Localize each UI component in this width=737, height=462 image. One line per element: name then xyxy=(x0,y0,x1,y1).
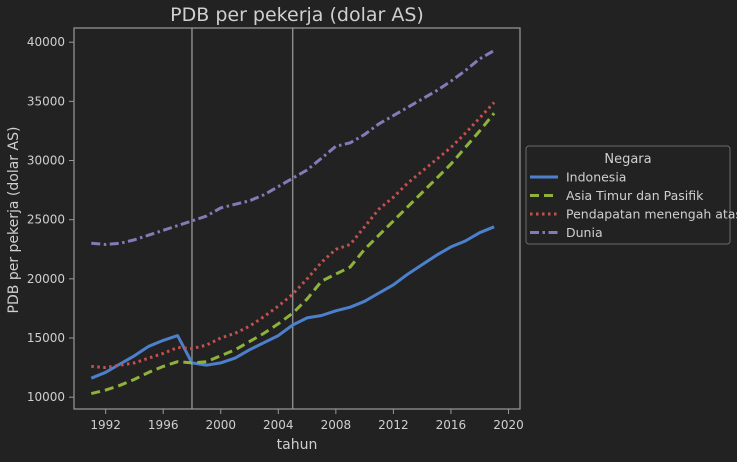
y-tick-label: 25000 xyxy=(27,213,65,227)
x-tick-label: 1992 xyxy=(90,418,121,432)
y-tick-label: 10000 xyxy=(27,390,65,404)
x-tick-label: 2016 xyxy=(436,418,467,432)
x-axis-label: tahun xyxy=(277,437,318,453)
series-line-1 xyxy=(90,112,496,396)
x-tick-label: 2008 xyxy=(321,418,352,432)
x-tick-label: 2012 xyxy=(378,418,409,432)
y-axis-label: PDB per pekerja (dolar AS) xyxy=(6,127,22,314)
y-tick-label: 30000 xyxy=(27,154,65,168)
y-tick-label: 35000 xyxy=(27,94,65,108)
x-tick-label: 1996 xyxy=(148,418,179,432)
legend-box xyxy=(525,145,731,245)
series-line-0 xyxy=(90,225,495,380)
legend: Negara Indonesia Asia Timur dan Pasifik Pe… xyxy=(525,145,737,245)
series-line-3 xyxy=(91,49,495,246)
legend-label-1: Asia Timur dan Pasifik xyxy=(566,188,704,203)
legend-label-2: Pendapatan menengah atas xyxy=(566,207,737,222)
plot-frame xyxy=(73,27,521,410)
legend-label-3: Dunia xyxy=(566,225,603,240)
chart-title: PDB per pekerja (dolar AS) xyxy=(170,4,424,26)
y-tick-label: 15000 xyxy=(27,331,65,345)
x-tick-label: 2004 xyxy=(263,418,294,432)
y-tick-label: 40000 xyxy=(27,35,65,49)
y-tick-label: 20000 xyxy=(27,272,65,286)
legend-label-0: Indonesia xyxy=(566,170,626,185)
x-tick-label: 2020 xyxy=(493,418,524,432)
x-tick-label: 2000 xyxy=(205,418,236,432)
legend-title: Negara xyxy=(604,152,651,167)
